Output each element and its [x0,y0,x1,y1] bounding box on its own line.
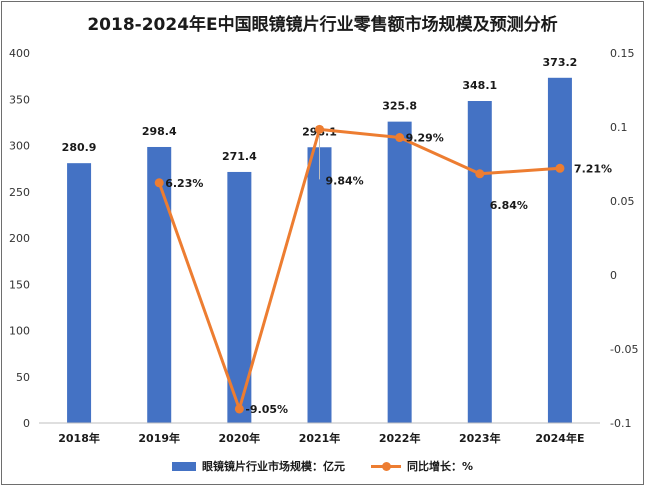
bar-value-label: 373.2 [543,56,578,69]
y-left-tick-label: 350 [9,93,30,106]
legend-swatch-line [370,461,401,471]
bar-value-label: 298.4 [142,125,177,138]
legend-label-line: 同比增长：% [406,460,474,473]
y-left-tick-label: 200 [9,232,30,245]
bar [147,146,172,424]
growth-value-label: 6.84% [490,199,528,212]
bar-value-label: 348.1 [462,79,497,92]
growth-line [157,127,561,411]
growth-value-label: -9.05% [245,403,288,416]
legend-item-bar: 眼镜镜片行业市场规模：亿元 [171,458,345,474]
growth-point [475,169,485,179]
growth-value-label: 6.23% [165,177,203,190]
x-tick-label: 2021年 [299,431,341,445]
legend-label-bar: 眼镜镜片行业市场规模：亿元 [201,460,345,473]
growth-value-label: 9.84% [326,174,364,187]
y-right-tick-label: 0.15 [610,47,635,60]
growth-value-label: 7.21% [574,162,612,175]
chart-legend: 眼镜镜片行业市场规模：亿元 同比增长：% [2,458,643,474]
bar-value-label: 325.8 [382,100,417,113]
bar [547,77,572,423]
y-left-tick-label: 300 [9,140,30,153]
y-left-tick-label: 0 [23,417,30,430]
growth-point [555,163,565,173]
y-left-tick-label: 250 [9,186,30,199]
y-left-tick-label: 100 [9,325,30,338]
growth-point [315,124,324,134]
bar-value-label: 271.4 [222,150,257,163]
legend-swatch-bar [171,461,196,471]
y-right-tick-label: 0.1 [610,121,628,134]
y-left-tick-label: 150 [9,278,30,291]
y-left-tick-label: 50 [16,371,30,384]
x-tick-label: 2024年E [535,431,584,445]
legend-item-line: 同比增长：% [370,458,474,474]
bar [67,163,92,424]
bar [307,147,332,423]
y-right-tick-label: -0.1 [610,417,631,430]
bar-value-label: 280.9 [62,141,97,154]
x-tick-label: 2023年 [459,431,501,445]
bar [387,121,412,423]
growth-value-label: 9.29% [406,132,444,145]
y-right-tick-label: -0.05 [610,343,638,356]
growth-point [234,404,244,414]
y-right-tick-label: 0.05 [610,195,635,208]
bar [467,101,492,423]
x-tick-label: 2018年 [58,431,100,445]
growth-point [395,133,405,143]
y-left-tick-label: 400 [9,47,30,60]
x-tick-label: 2020年 [219,431,261,445]
y-right-tick-label: 0 [610,269,617,282]
chart-title: 2018-2024年E中国眼镜镜片行业零售额市场规模及预测分析 [87,15,558,35]
x-tick-label: 2022年 [379,431,421,445]
growth-point [154,178,164,188]
x-tick-label: 2019年 [138,431,180,445]
